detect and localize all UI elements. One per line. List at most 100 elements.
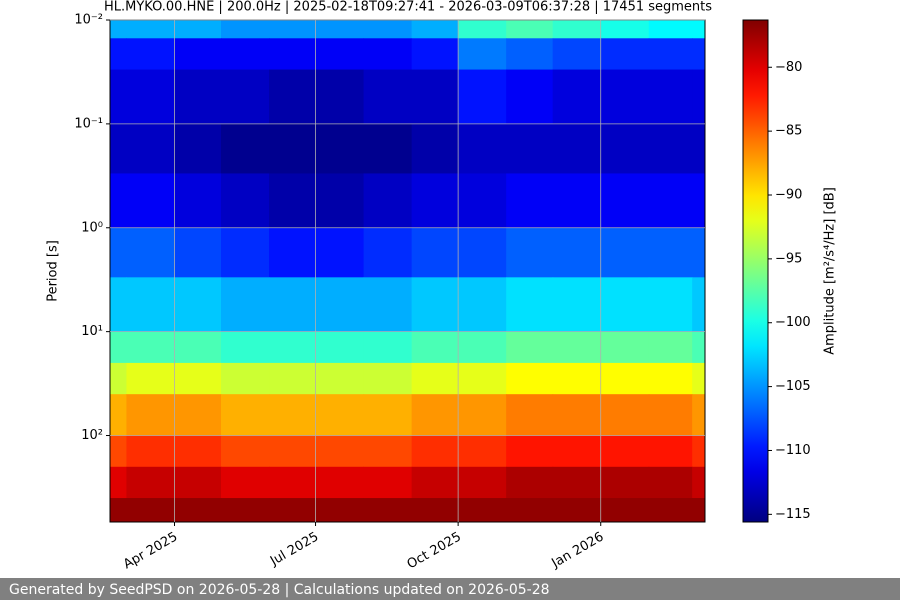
heatmap-cell [411,277,459,333]
heatmap-cell [600,227,650,278]
heatmap-cell [126,69,175,125]
heatmap-cell [110,435,127,468]
heatmap-cell [110,38,127,71]
heatmap-cell [363,466,413,499]
heatmap-cell [600,435,650,468]
heatmap-cell [363,362,413,395]
heatmap-cell [315,123,365,174]
heatmap-cell [126,20,175,39]
heatmap-cell [110,331,127,364]
heatmap-cell [692,173,706,229]
heatmap-cell [126,498,175,523]
heatmap-cell [363,123,413,174]
heatmap-cell [174,69,222,125]
heatmap-cell [220,38,270,71]
heatmap-cell [600,331,650,364]
heatmap-cell [506,331,554,364]
heatmap-cell [269,331,317,364]
heatmap-cell [315,466,365,499]
y-tick-label: 10⁻² [74,13,103,28]
colorbar-tick-label: −100 [775,315,811,330]
heatmap-cell [600,466,650,499]
colorbar-label: Amplitude [m²/s⁴/Hz] [dB] [823,187,838,355]
heatmap-cell [363,20,413,39]
heatmap-cell [220,227,270,278]
heatmap-cell [692,466,706,499]
heatmap-cell [552,331,602,364]
heatmap-cell [174,362,222,395]
heatmap-cell [458,38,507,71]
heatmap-cell [174,466,222,499]
heatmap-cell [411,38,459,71]
heatmap-cell [411,20,459,39]
heatmap-cell [126,38,175,71]
footer-bar [0,578,900,600]
heatmap-cell [600,394,650,437]
x-tick-label: Oct 2025 [405,530,464,573]
heatmap-cell [110,69,127,125]
heatmap-cell [600,362,650,395]
y-tick-label: 10⁻¹ [74,116,103,131]
heatmap-cell [174,38,222,71]
heatmap-cell [692,38,706,71]
chart-title: HL.MYKO.00.HNE | 200.0Hz | 2025-02-18T09… [104,0,712,15]
heatmap-cell [174,435,222,468]
heatmap-cell [110,362,127,395]
heatmap-cell [269,69,317,125]
heatmap-cell [458,435,507,468]
heatmap-cell [458,466,507,499]
y-tick-label: 10⁰ [81,220,103,235]
heatmap-cell [692,277,706,333]
heatmap-cell [506,466,554,499]
heatmap-cell [174,20,222,39]
heatmap-cell [458,123,507,174]
colorbar-tick-label: −85 [775,124,802,139]
heatmap-cell [552,123,602,174]
heatmap-cell [315,227,365,278]
heatmap-cell [363,38,413,71]
heatmap-cell [411,69,459,125]
heatmap-cell [458,227,507,278]
heatmap-cell [648,20,693,39]
heatmap-cell [220,277,270,333]
heatmap-cell [110,20,127,39]
heatmap-cell [126,435,175,468]
heatmap-cell [552,69,602,125]
heatmap-cell [315,394,365,437]
heatmap-cell [552,362,602,395]
footer-text: Generated by SeedPSD on 2026-05-28 | Cal… [9,582,550,598]
colorbar-tick-label: −80 [775,60,802,75]
heatmap-cell [126,123,175,174]
heatmap-cell [174,173,222,229]
heatmap-cell [315,498,365,523]
heatmap-cell [315,277,365,333]
heatmap-cell [552,394,602,437]
heatmap-cell [269,466,317,499]
heatmap-cell [220,331,270,364]
heatmap-cell [692,227,706,278]
heatmap-cell [552,277,602,333]
heatmap-cell [458,498,507,523]
heatmap-cell [692,69,706,125]
heatmap-cell [600,277,650,333]
heatmap-cell [506,20,554,39]
colorbar-tick-label: −90 [775,187,802,202]
colorbar-tick-label: −105 [775,379,811,394]
heatmap-cell [110,123,127,174]
heatmap-cell [269,173,317,229]
heatmap-cell [315,173,365,229]
x-tick-label: Jul 2025 [267,530,321,570]
heatmap-cell [110,394,127,437]
heatmap-cell [220,20,270,39]
heatmap-cell [220,123,270,174]
heatmap-cell [648,69,693,125]
heatmap-cell [600,38,650,71]
heatmap-cell [506,394,554,437]
heatmap-cell [363,435,413,468]
heatmap-cell [220,362,270,395]
heatmap-cell [552,20,602,39]
x-tick-label: Jan 2026 [549,530,607,572]
heatmap-cell [458,331,507,364]
heatmap-cell [411,331,459,364]
heatmap-cell [552,38,602,71]
